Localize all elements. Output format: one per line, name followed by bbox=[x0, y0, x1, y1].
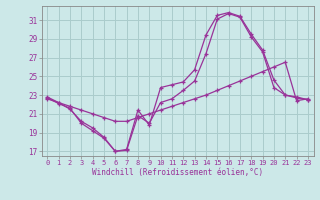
X-axis label: Windchill (Refroidissement éolien,°C): Windchill (Refroidissement éolien,°C) bbox=[92, 168, 263, 177]
